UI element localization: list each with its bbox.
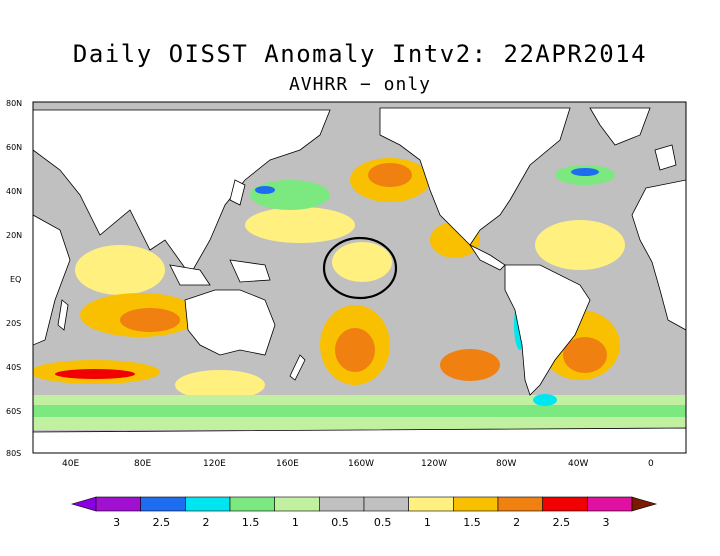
- colorbar-swatch: [185, 496, 231, 512]
- lon-label: 80W: [496, 459, 516, 469]
- lat-label: 60S: [6, 407, 21, 416]
- colorbar-swatch: [497, 496, 543, 512]
- colorbar-swatch: [453, 496, 499, 512]
- colorbar-high-arrow: [631, 496, 658, 512]
- colorbar-label: 0.5: [331, 516, 349, 529]
- colorbar-label: 1.5: [242, 516, 260, 529]
- map-frame: [32, 101, 687, 454]
- anomaly-patch-central-pacific: [332, 242, 392, 282]
- colorbar-swatch: [587, 496, 633, 512]
- anomaly-patch-south-australia: [175, 370, 265, 400]
- colorbar-label: 1.5: [463, 516, 481, 529]
- colorbar-swatch: [319, 496, 365, 512]
- colorbar-swatch: [408, 496, 454, 512]
- land-south-america: [504, 264, 591, 396]
- colorbar-label: 1: [424, 516, 431, 529]
- anomaly-patch-north-atlantic: [535, 220, 625, 270]
- land-africa-west: [33, 214, 71, 346]
- lon-label: 160E: [276, 459, 299, 469]
- lon-label: 80E: [134, 459, 151, 469]
- lat-label: 20S: [6, 319, 21, 328]
- colorbar-label: 3: [113, 516, 120, 529]
- colorbar-label: 2: [513, 516, 520, 529]
- colorbar-swatch: [542, 496, 588, 512]
- lon-label: 40W: [568, 459, 588, 469]
- land-europe: [654, 144, 677, 171]
- land-central-america: [468, 243, 506, 271]
- anomaly-patch-drake-cold: [533, 394, 557, 406]
- lat-label: 40S: [6, 363, 21, 372]
- land-new-guinea: [229, 259, 271, 283]
- anomaly-patch-west-pacific: [245, 207, 355, 243]
- anomaly-patch-south-atlantic-core: [563, 337, 607, 373]
- map-title: Daily OISST Anomaly Intv2: 22APR2014: [72, 40, 648, 68]
- land-japan: [229, 179, 246, 206]
- lat-label: 80N: [6, 99, 22, 108]
- colorbar-swatch: [274, 496, 320, 512]
- anomaly-patch-north-pacific-core: [368, 163, 412, 187]
- anomaly-patch-kuroshio-cool: [250, 180, 330, 210]
- colorbar-low-arrow: [70, 496, 97, 512]
- colorbar-label: 0.5: [374, 516, 392, 529]
- lon-label: 160W: [348, 459, 374, 469]
- colorbar-swatch: [95, 496, 141, 512]
- anomaly-patch-south-pacific-core: [335, 328, 375, 372]
- colorbar-label: 2.5: [553, 516, 571, 529]
- anomaly-patch-indian-core: [120, 308, 180, 332]
- colorbar-label: 2: [203, 516, 210, 529]
- lat-label: 40N: [6, 187, 22, 196]
- longitude-axis: 40E 80E 120E 160E 160W 120W 80W 40W 0: [62, 459, 654, 469]
- lat-label: EQ: [10, 275, 21, 284]
- land-madagascar: [57, 299, 69, 331]
- lon-label: 120W: [421, 459, 447, 469]
- colorbar-swatch: [363, 496, 409, 512]
- anomaly-patch-southeast-pacific: [440, 349, 500, 381]
- latitude-axis: 80N 60N 40N 20N EQ 20S 40S 60S 80S: [6, 99, 22, 458]
- anomaly-patch-north-atlantic-cold: [571, 168, 599, 176]
- lat-label: 60N: [6, 143, 22, 152]
- lat-label: 20N: [6, 231, 22, 240]
- map-subtitle: AVHRR − only: [288, 74, 432, 95]
- lon-label: 0: [648, 459, 654, 469]
- colorbar-label: 3: [603, 516, 610, 529]
- land-new-zealand: [289, 354, 306, 381]
- land-masses: [33, 107, 686, 453]
- land-greenland: [589, 107, 651, 146]
- land-africa-east: [631, 179, 686, 331]
- colorbar-label: 2.5: [153, 516, 171, 529]
- colorbar-swatch: [140, 496, 186, 512]
- anomaly-band-southern-ocean-cool: [33, 405, 686, 417]
- colorbar-swatch: [229, 496, 275, 512]
- anomaly-patch-southern-indian-hot: [55, 369, 135, 379]
- colorbar-label: 1: [292, 516, 299, 529]
- colorbar: 3 2.5 2 1.5 1 0.5 0.5 1 1.5 2 2.5 3: [70, 496, 658, 529]
- lon-label: 40E: [62, 459, 79, 469]
- annotation-circle: [322, 236, 398, 300]
- anomaly-patches: [33, 158, 686, 430]
- lat-label: 80S: [6, 449, 21, 458]
- anomaly-patch-kuroshio-cold: [255, 186, 275, 194]
- land-australia: [184, 289, 276, 356]
- land-indonesia: [169, 264, 211, 286]
- land-antarctica: [33, 427, 686, 453]
- lon-label: 120E: [203, 459, 226, 469]
- anomaly-patch-indian-north: [75, 245, 165, 295]
